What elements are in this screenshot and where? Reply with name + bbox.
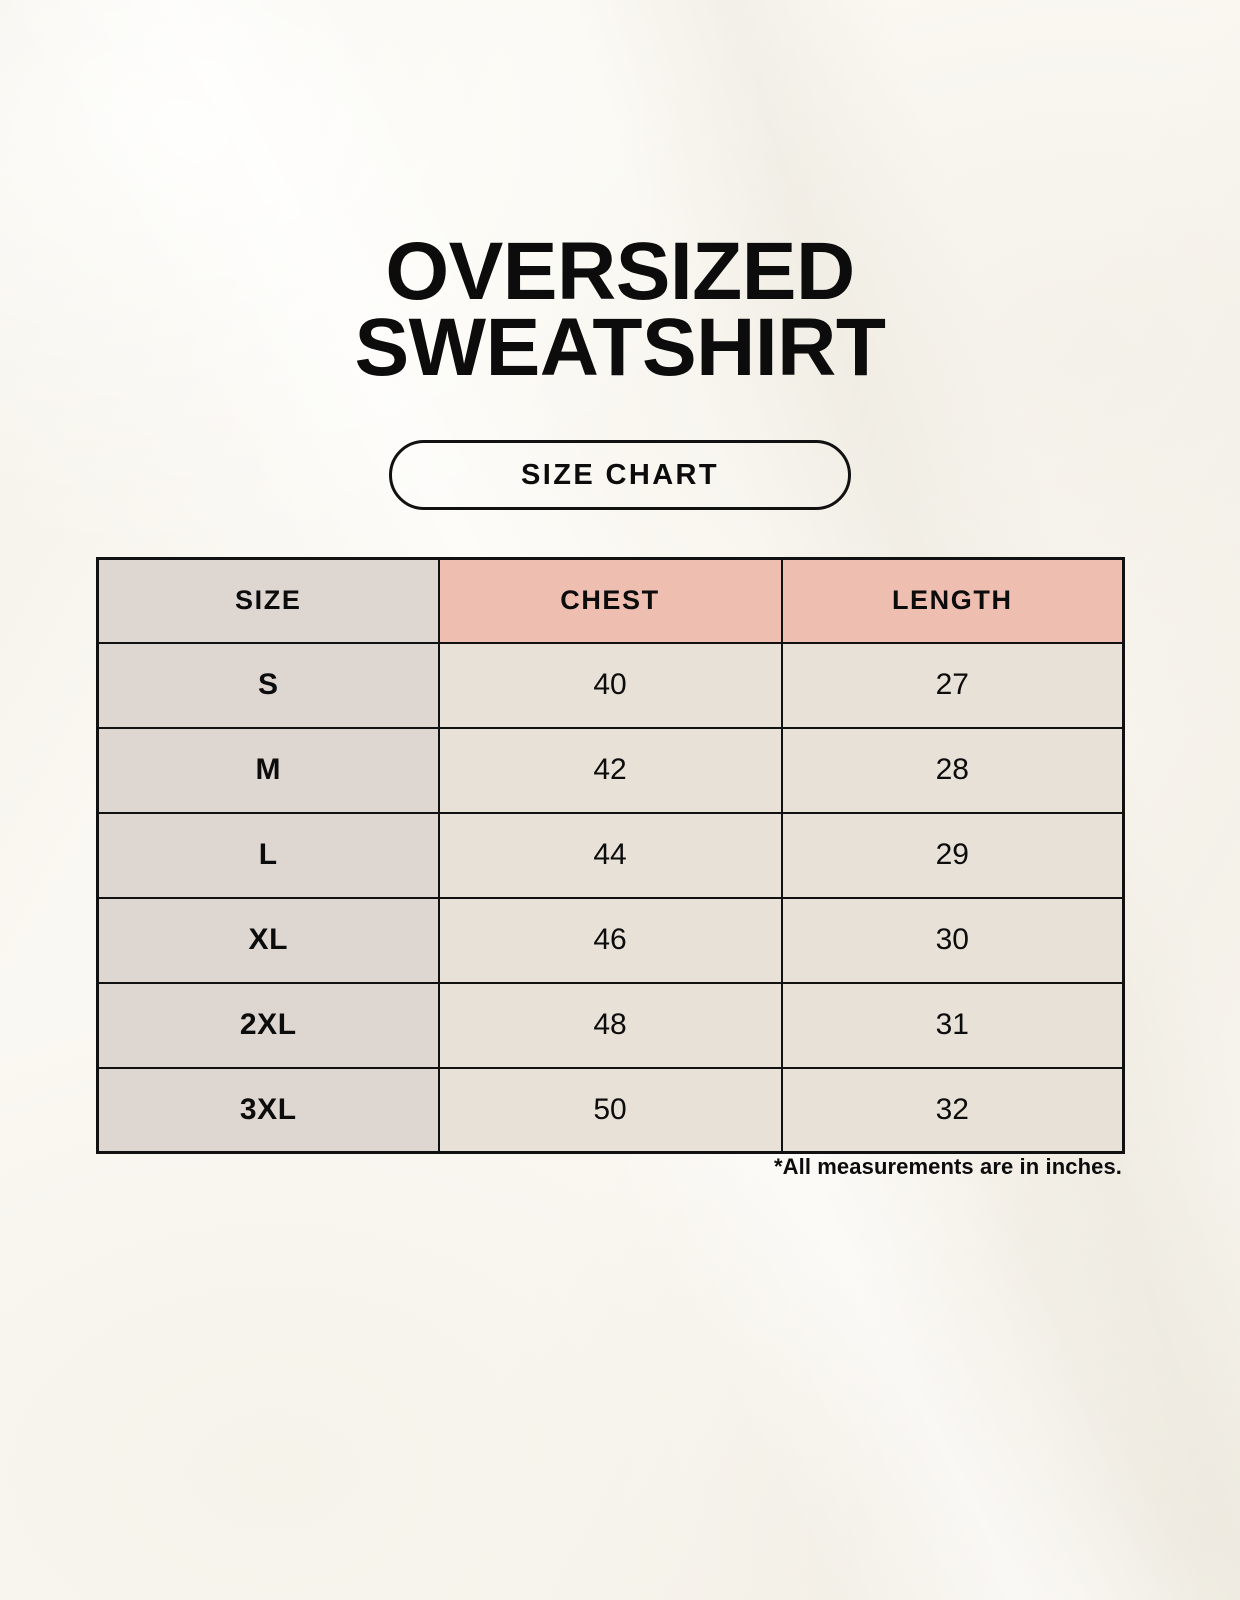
cell-size: 3XL (96, 1066, 440, 1154)
cell-length: 30 (780, 896, 1125, 984)
size-table: SIZE CHEST LENGTH S 40 27 M 42 28 L (96, 557, 1125, 1154)
cell-length: 31 (780, 981, 1125, 1069)
column-header-chest: CHEST (437, 557, 783, 644)
cell-size: L (96, 811, 440, 899)
table-row: L 44 29 (96, 811, 1125, 899)
measurements-note: *All measurements are in inches. (773, 1154, 1122, 1179)
cell-chest: 42 (437, 726, 783, 814)
cell-chest: 44 (437, 811, 783, 899)
cell-length: 32 (780, 1066, 1125, 1154)
size-table-container: SIZE CHEST LENGTH S 40 27 M 42 28 L (96, 557, 1125, 1154)
table-row: M 42 28 (96, 726, 1125, 814)
cell-chest: 46 (437, 896, 783, 984)
column-header-length: LENGTH (780, 557, 1125, 644)
cell-size: M (96, 726, 440, 814)
cell-size: XL (96, 896, 440, 984)
badge-container: SIZE CHART (0, 440, 1240, 510)
cell-chest: 50 (437, 1066, 783, 1154)
page-title-line-1: OVERSIZED (385, 226, 855, 317)
cell-length: 27 (780, 641, 1125, 729)
cell-size: 2XL (96, 981, 440, 1069)
size-table-body: S 40 27 M 42 28 L 44 29 XL 46 30 (96, 641, 1125, 1154)
page-title: OVERSIZED SWEATSHIRT (0, 226, 1240, 394)
table-row: XL 46 30 (96, 896, 1125, 984)
size-table-head: SIZE CHEST LENGTH (96, 557, 1125, 644)
table-header-row: SIZE CHEST LENGTH (96, 557, 1125, 644)
cell-length: 29 (780, 811, 1125, 899)
cell-size: S (96, 641, 440, 729)
size-chart-badge: SIZE CHART (389, 440, 851, 510)
column-header-size: SIZE (96, 557, 440, 644)
table-row: S 40 27 (96, 641, 1125, 729)
cell-chest: 48 (437, 981, 783, 1069)
cell-length: 28 (780, 726, 1125, 814)
page-title-line-2: SWEATSHIRT (354, 302, 886, 394)
table-row: 2XL 48 31 (96, 981, 1125, 1069)
cell-chest: 40 (437, 641, 783, 729)
table-row: 3XL 50 32 (96, 1066, 1125, 1154)
